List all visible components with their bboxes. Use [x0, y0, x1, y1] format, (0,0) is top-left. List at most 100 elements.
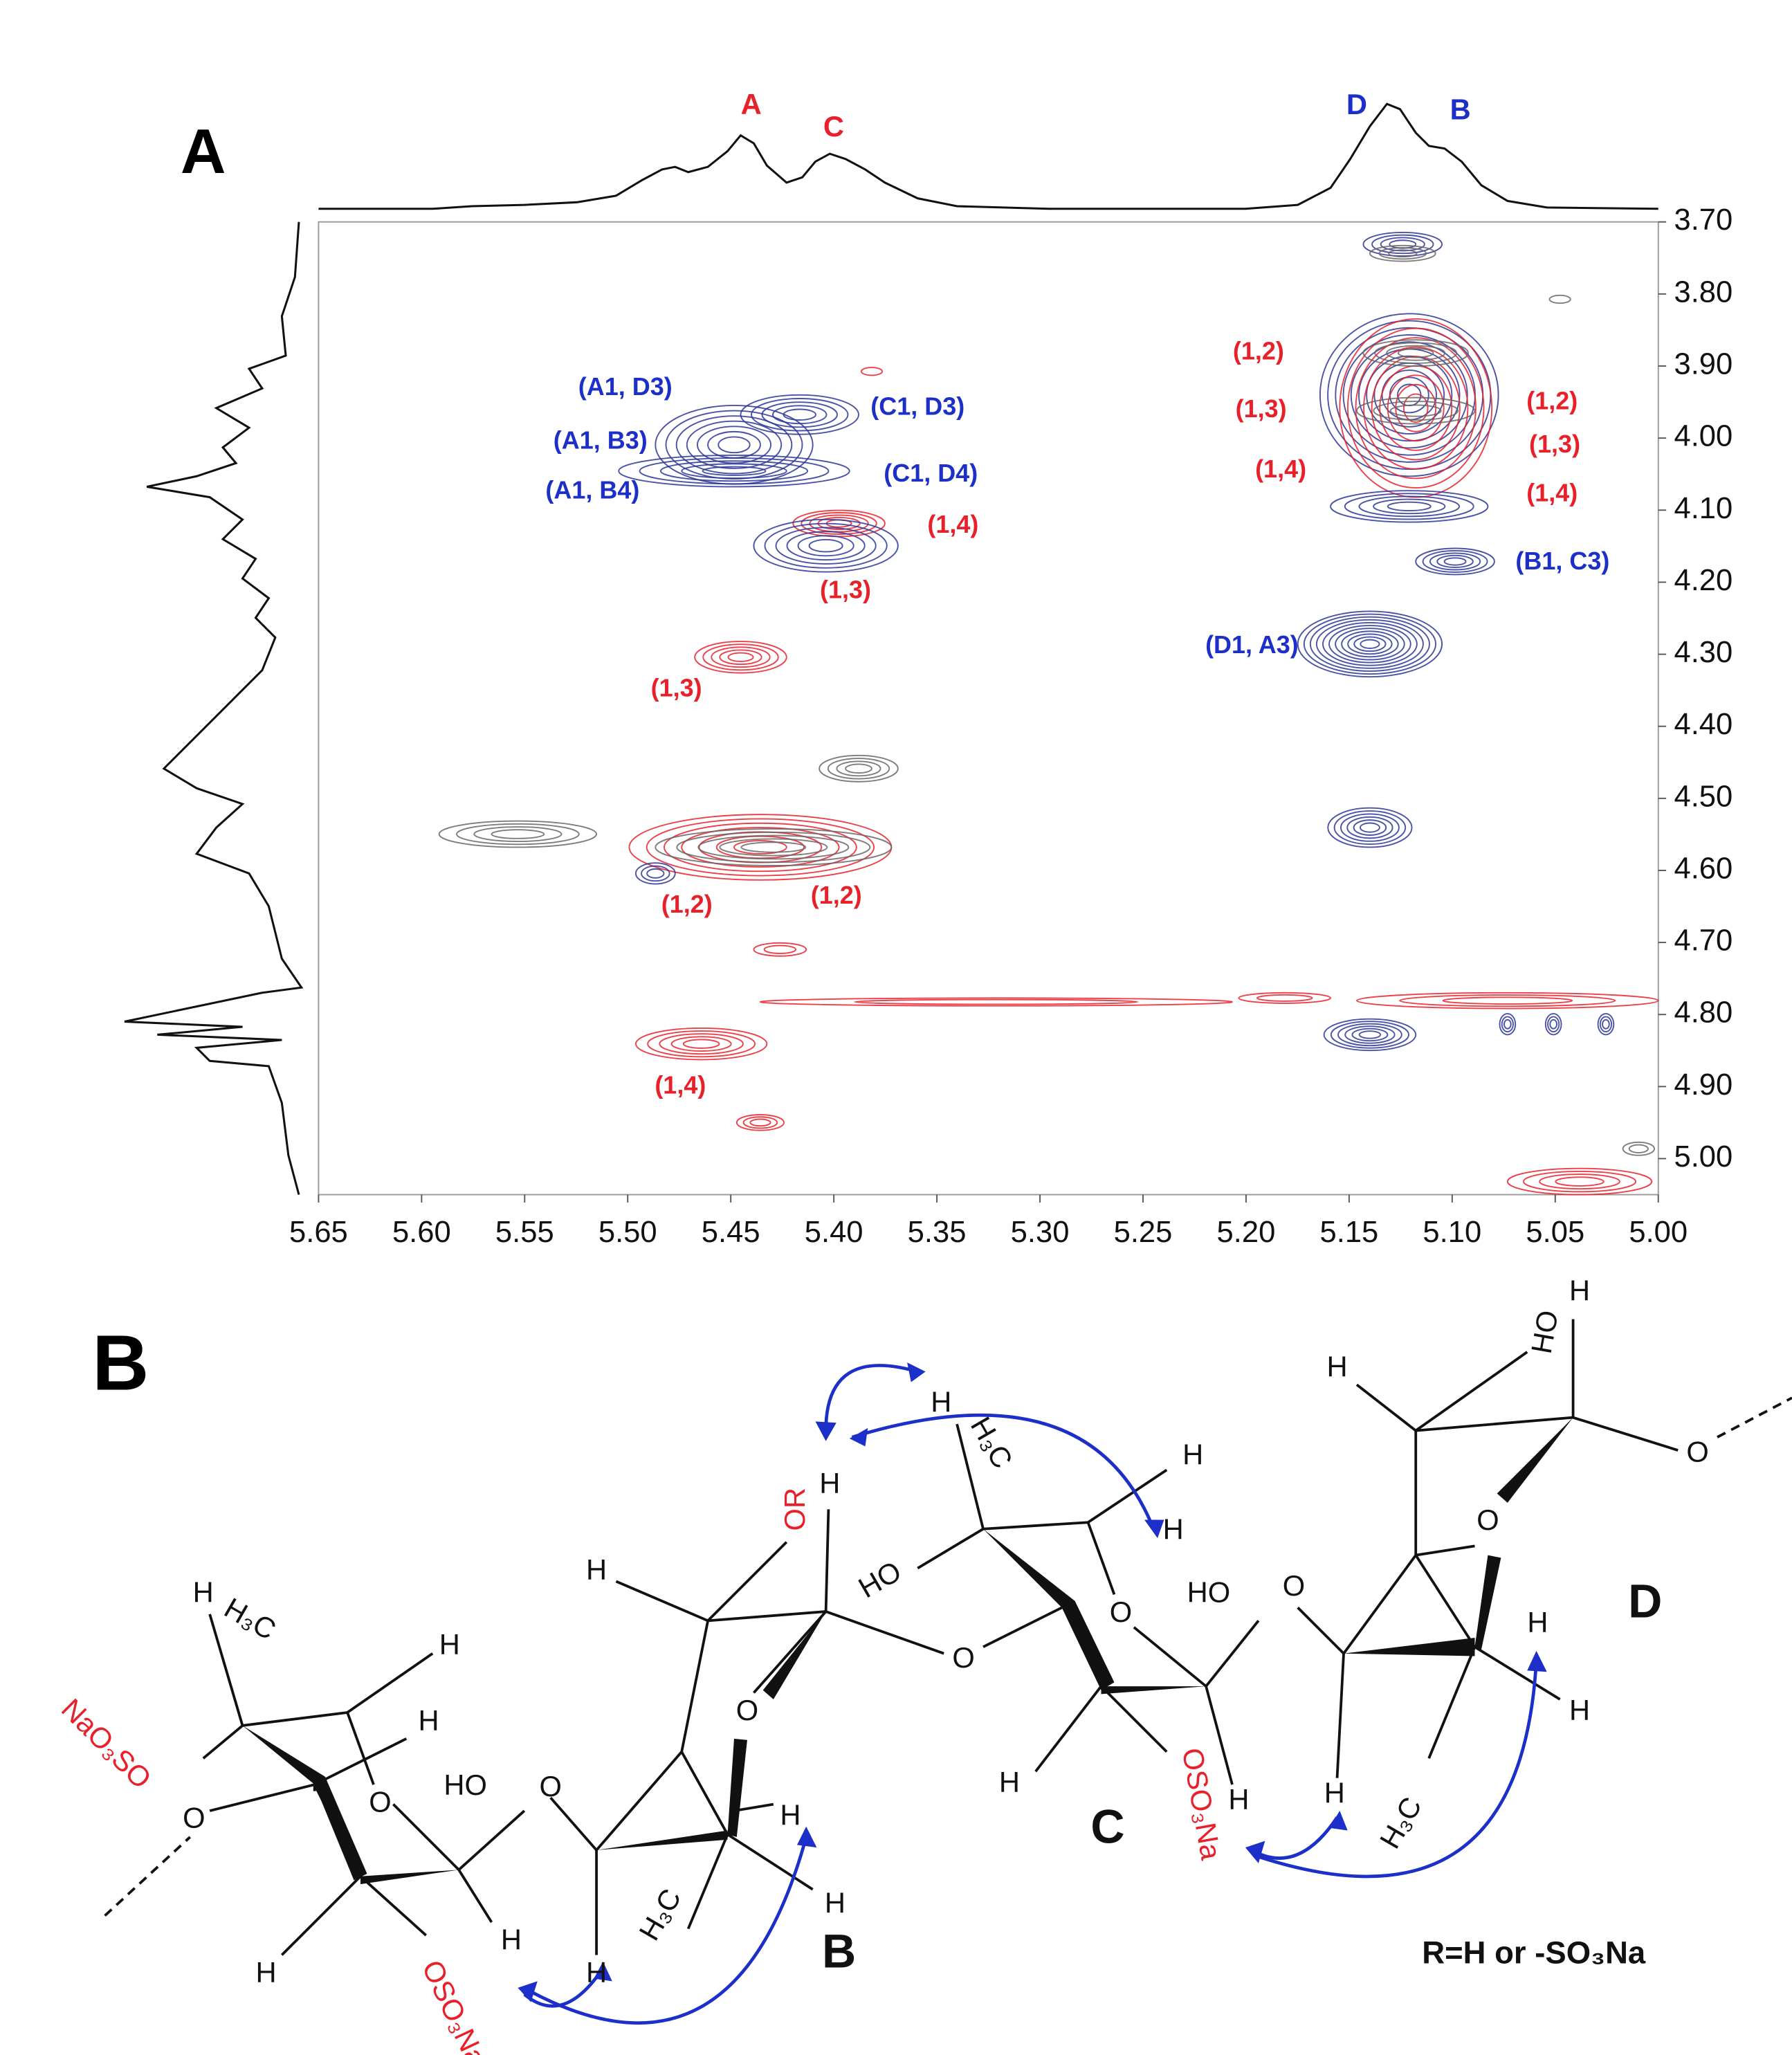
residue-label: B [822, 1925, 856, 1978]
atom-label: O [736, 1694, 758, 1726]
annotation: (A1, B3) [554, 426, 648, 455]
contour-line [1353, 636, 1387, 652]
contour-line [711, 646, 771, 668]
contour-line [761, 401, 838, 428]
annotation: (1,3) [820, 576, 871, 604]
contour-line [1378, 247, 1427, 260]
wedges [242, 1417, 1573, 1885]
annotation: (1,2) [1233, 337, 1284, 365]
contour-line [1386, 345, 1446, 361]
contour-line [655, 828, 893, 866]
annotation: (1,4) [655, 1071, 706, 1099]
contour-line [1366, 355, 1453, 435]
contour-line [1344, 1025, 1396, 1044]
contour-line [634, 862, 676, 885]
residue-label: C [1090, 1800, 1124, 1853]
annotation: (1,3) [1529, 430, 1580, 458]
x-tick-label: 5.40 [805, 1216, 863, 1249]
contour-line [697, 834, 850, 860]
contour-line [1548, 294, 1571, 304]
x-tick-label: 5.60 [392, 1216, 451, 1249]
atom-label: H [193, 1576, 214, 1608]
y-tick-label: 4.50 [1674, 780, 1732, 813]
x-tick-label: 5.00 [1629, 1216, 1688, 1249]
contour-line [735, 1114, 785, 1131]
atom-label: H [1326, 1351, 1347, 1383]
contour-line [753, 942, 807, 957]
contour-line [675, 415, 793, 475]
x-tick-label: 5.65 [289, 1216, 348, 1249]
contour-line [1339, 318, 1493, 498]
atom-label: H [1569, 1275, 1590, 1307]
noe-arrows [523, 1364, 1538, 2025]
atom-label: OR [778, 1488, 811, 1531]
atom-label: H [439, 1628, 460, 1661]
contour-line [1359, 822, 1380, 833]
contour-line [665, 410, 803, 480]
contour-line [1323, 1018, 1417, 1052]
contour-line [1353, 819, 1387, 836]
contour-line [676, 831, 871, 864]
residue-label: A [291, 2049, 325, 2055]
contour-line [1539, 1173, 1620, 1190]
x-tick-label: 5.20 [1217, 1216, 1276, 1249]
top-spectrum [318, 102, 1658, 210]
contour-line [1363, 346, 1469, 470]
note: R=H or -SO₃Na [1422, 1935, 1646, 1970]
contour-line [1238, 992, 1332, 1004]
x-tick-label: 5.50 [598, 1216, 657, 1249]
contour-line [786, 531, 866, 561]
contour-line [808, 539, 843, 553]
contour-line [1506, 1167, 1653, 1196]
contour-line [1356, 396, 1476, 425]
contour-line [1328, 625, 1411, 664]
contour-line [749, 1118, 771, 1127]
background [0, 54, 1792, 2001]
contour-line [473, 826, 563, 843]
contour-line [1436, 554, 1474, 569]
contour-line [681, 463, 787, 479]
y-tick-label: 3.70 [1674, 203, 1732, 237]
atom-label: O [1110, 1596, 1132, 1628]
contour-line [641, 865, 670, 882]
atom-label: H [1324, 1776, 1345, 1809]
contour-line [1544, 1013, 1562, 1036]
contour-line [1373, 498, 1446, 515]
contour-line [1503, 1019, 1512, 1030]
y-tick-label: 4.00 [1674, 420, 1732, 453]
atom-label: O [952, 1641, 974, 1674]
contour-line [740, 394, 859, 435]
contour-line [1362, 339, 1469, 367]
panel-label: A [181, 117, 226, 187]
contour-line [1351, 1028, 1389, 1042]
annotation: (1,3) [651, 674, 702, 702]
contour-line [702, 466, 767, 476]
contour-line [819, 754, 899, 783]
atom-label: H [1163, 1513, 1184, 1546]
atom-label: H [780, 1799, 801, 1832]
contour-line [1340, 813, 1400, 842]
contours [438, 231, 1659, 1196]
contour-line [697, 426, 772, 464]
atom-label: H [586, 1553, 607, 1586]
contour-line [1597, 1013, 1615, 1036]
contour-line [1358, 1030, 1382, 1039]
contour-line [1369, 244, 1436, 262]
contour-line [1422, 549, 1488, 573]
contour-line [1555, 1176, 1604, 1187]
contour-line [1388, 249, 1418, 258]
contour-line [1347, 633, 1393, 655]
contour-line [1256, 994, 1313, 1002]
contour-line [1628, 1144, 1649, 1153]
contour-line [1599, 1016, 1613, 1033]
contour-line [1602, 1019, 1610, 1030]
contour-line [1373, 401, 1459, 421]
contour-line [682, 1039, 720, 1049]
annotation: (B1, C3) [1515, 547, 1609, 575]
atom-label: H [819, 1467, 840, 1499]
contour-line [491, 829, 545, 839]
x-tick-label: 5.15 [1319, 1216, 1378, 1249]
contour-line [1335, 628, 1405, 661]
contour-line [681, 827, 840, 868]
